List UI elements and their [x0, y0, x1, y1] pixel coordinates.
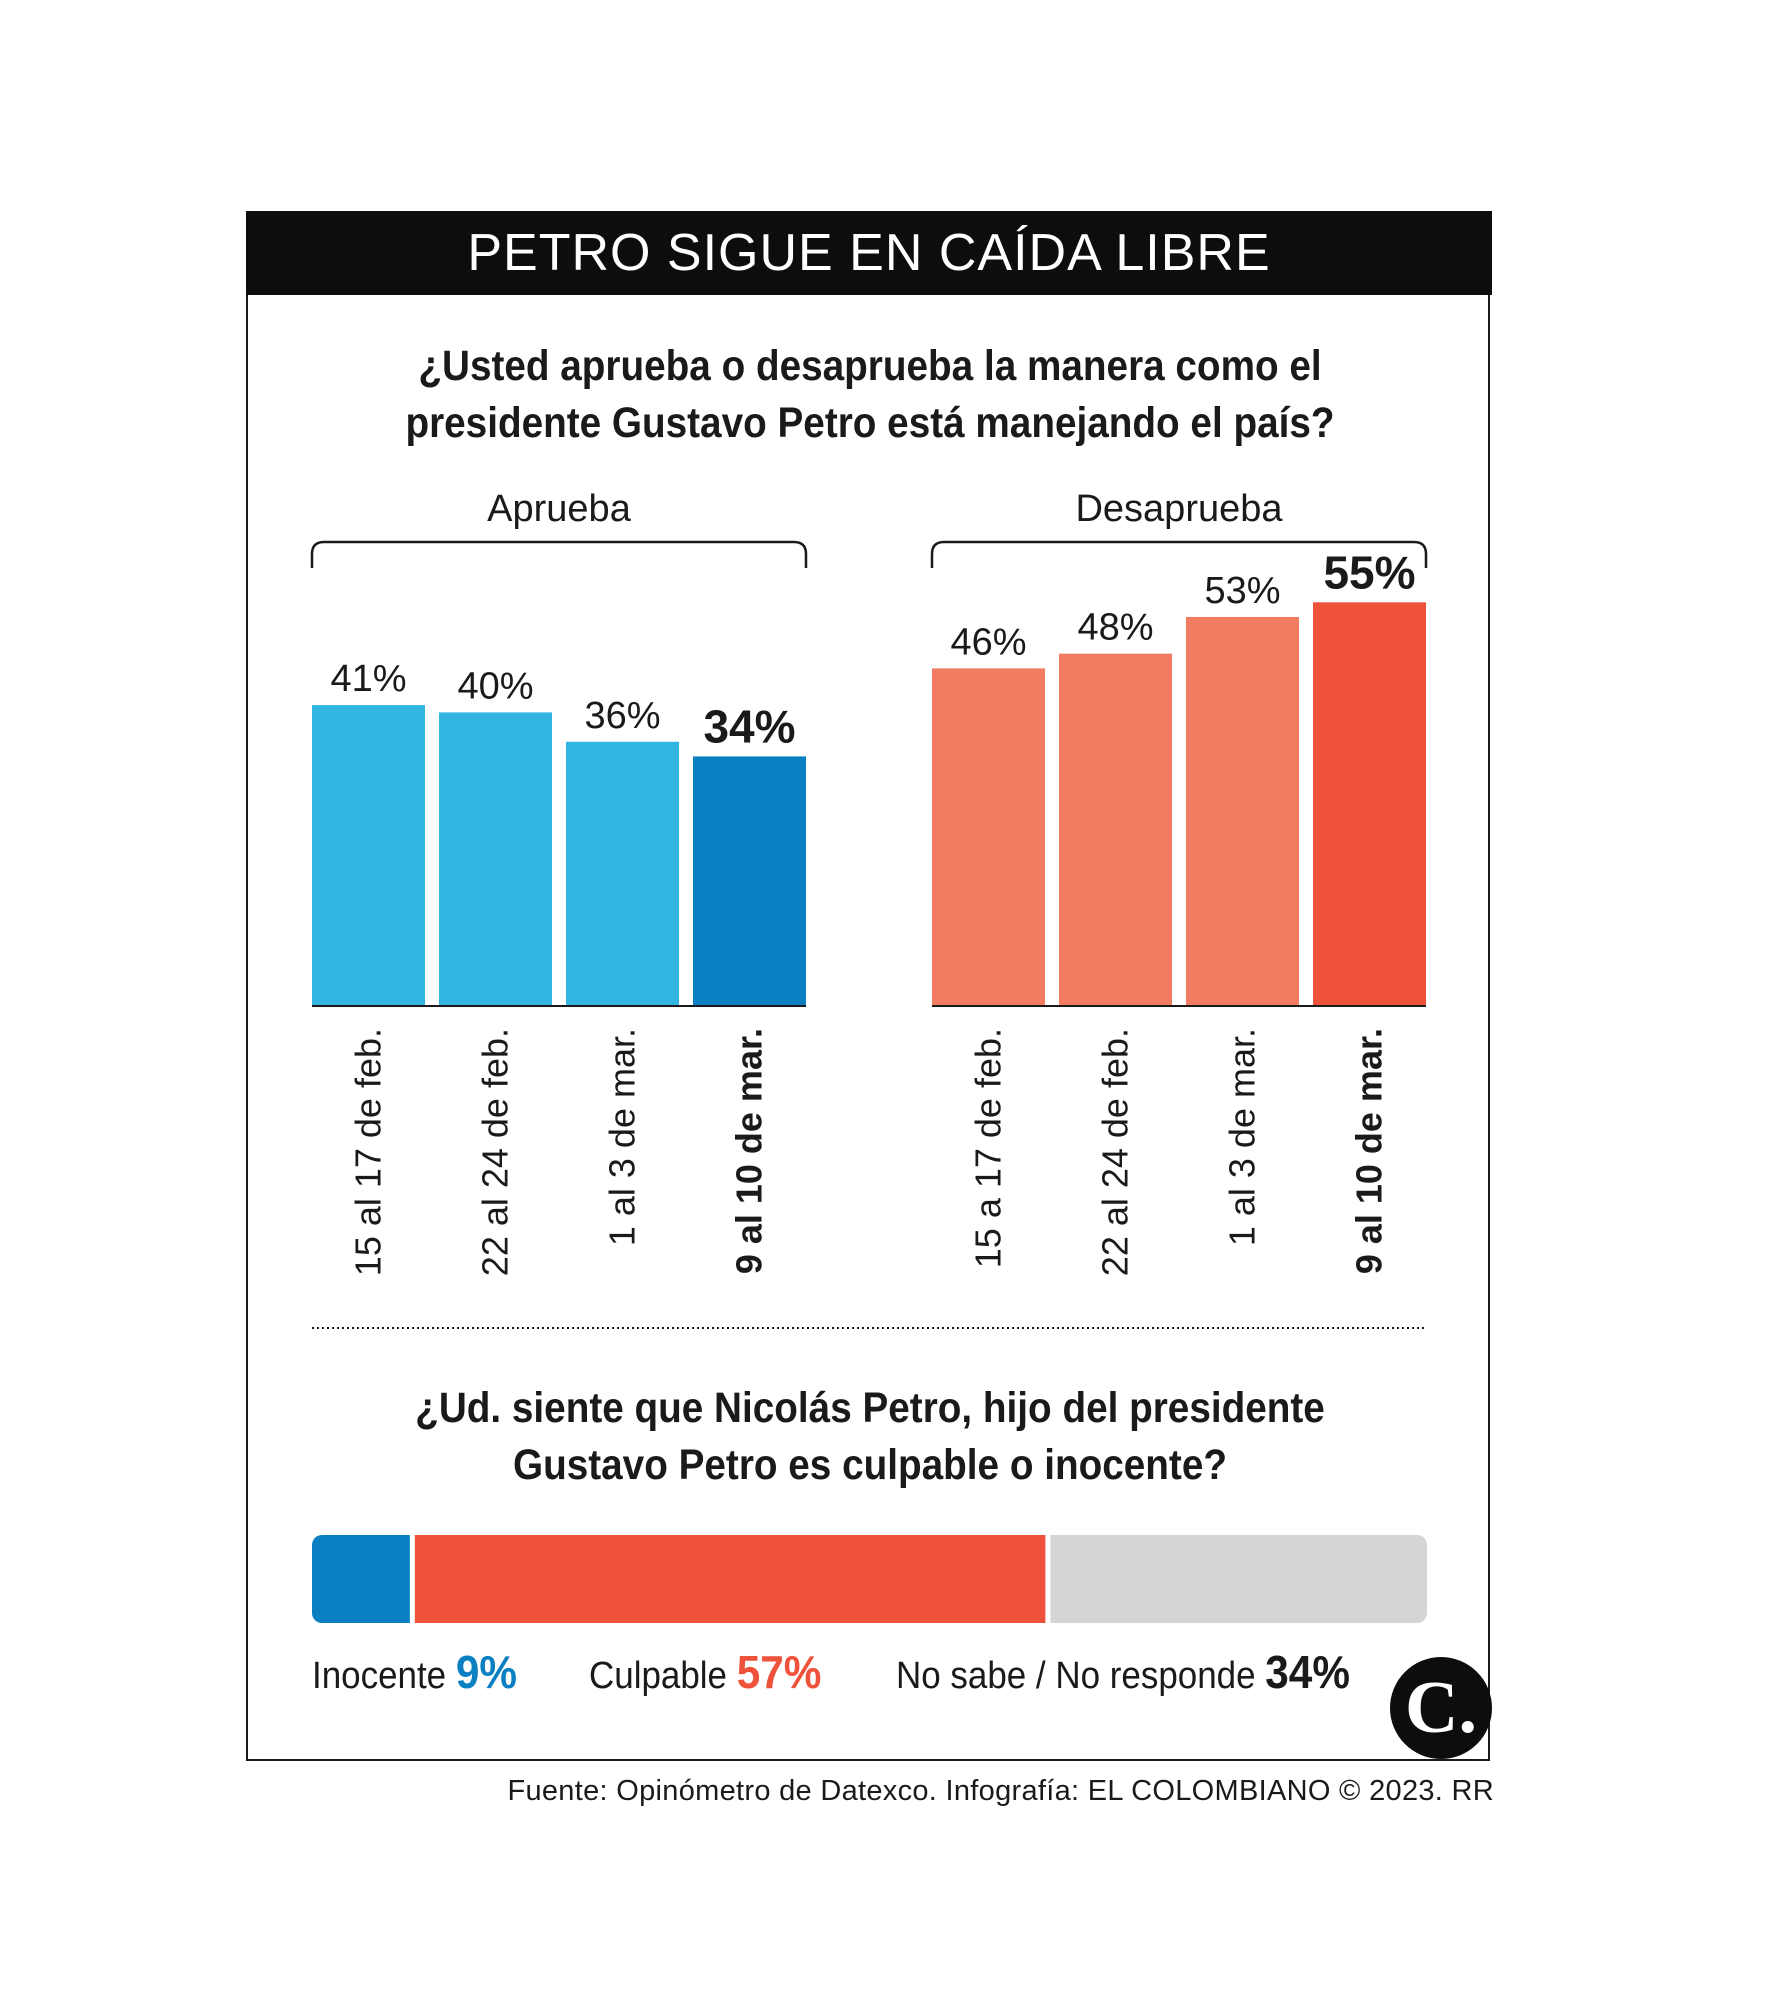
- aprueba-category-label-3: 1 al 3 de mar.: [602, 1028, 643, 1246]
- desaprueba-category-label-3: 1 al 3 de mar.: [1222, 1028, 1263, 1246]
- header-title: PETRO SIGUE EN CAÍDA LIBRE: [467, 224, 1271, 282]
- aprueba-category-label-4: 9 al 10 de mar.: [729, 1028, 770, 1274]
- desaprueba-bracket: [930, 540, 1428, 568]
- header-bar: [246, 211, 1492, 295]
- guilt-question-line-2: Gustavo Petro es culpable o inocente?: [513, 1441, 1227, 1489]
- stacked-segment-culpable: [414, 1535, 1046, 1623]
- aprueba-bar-3: [566, 741, 679, 1006]
- aprueba-bracket: [310, 540, 808, 568]
- aprueba-value-label-1: 41%: [330, 658, 406, 700]
- desaprueba-bar-1: [932, 668, 1045, 1006]
- legend-inocente-value: 9%: [455, 1646, 518, 1698]
- desaprueba-value-label-4: 55%: [1323, 546, 1415, 598]
- legend-culpable-name: Culpable: [589, 1655, 727, 1697]
- approval-question-line-1: ¿Usted aprueba o desaprueba la manera co…: [418, 342, 1322, 390]
- aprueba-bar-4: [693, 756, 806, 1006]
- legend-inocente-name: Inocente: [312, 1655, 447, 1697]
- legend-culpable: Culpable 57%: [589, 1645, 821, 1699]
- desaprueba-value-label-2: 48%: [1077, 607, 1153, 649]
- desaprueba-bar-3: [1186, 616, 1299, 1006]
- aprueba-bar-2: [439, 712, 552, 1006]
- legend-inocente: Inocente 9%: [312, 1645, 517, 1699]
- desaprueba-group-title: Desaprueba: [1075, 488, 1283, 530]
- source-footer: Fuente: Opinómetro de Datexco. Infografí…: [507, 1775, 1494, 1807]
- desaprueba-bar-4: [1313, 602, 1426, 1006]
- desaprueba-category-label-4: 9 al 10 de mar.: [1349, 1028, 1390, 1274]
- aprueba-category-label-1: 15 al 17 de feb.: [348, 1028, 389, 1276]
- desaprueba-category-label-2: 22 al 24 de feb.: [1095, 1028, 1136, 1276]
- legend-no-sabe-value: 34%: [1265, 1646, 1350, 1698]
- aprueba-category-label-2: 22 al 24 de feb.: [475, 1028, 516, 1276]
- approval-question-line-2: presidente Gustavo Petro está manejando …: [405, 399, 1335, 447]
- aprueba-bar-1: [312, 705, 425, 1006]
- desaprueba-bar-2: [1059, 653, 1172, 1006]
- desaprueba-category-label-1: 15 a 17 de feb.: [968, 1028, 1009, 1268]
- legend-no-sabe: No sabe / No responde 34%: [896, 1645, 1350, 1699]
- desaprueba-value-label-1: 46%: [950, 621, 1026, 663]
- aprueba-group-title: Aprueba: [487, 488, 632, 530]
- legend-no-sabe-name: No sabe / No responde: [896, 1655, 1256, 1697]
- stacked-segment-inocente: [312, 1535, 410, 1623]
- aprueba-value-label-2: 40%: [457, 665, 533, 707]
- guilt-question-line-1: ¿Ud. siente que Nicolás Petro, hijo del …: [415, 1384, 1325, 1432]
- aprueba-value-label-3: 36%: [584, 695, 660, 737]
- approval-question: ¿Usted aprueba o desaprueba la manera co…: [357, 338, 1383, 452]
- legend-culpable-value: 57%: [736, 1646, 822, 1698]
- el-colombiano-logo: C.: [1390, 1657, 1492, 1759]
- guilt-question: ¿Ud. siente que Nicolás Petro, hijo del …: [357, 1380, 1383, 1494]
- stacked-segment-no-sabe: [1050, 1535, 1427, 1623]
- aprueba-value-label-4: 34%: [703, 700, 795, 752]
- desaprueba-value-label-3: 53%: [1204, 570, 1280, 612]
